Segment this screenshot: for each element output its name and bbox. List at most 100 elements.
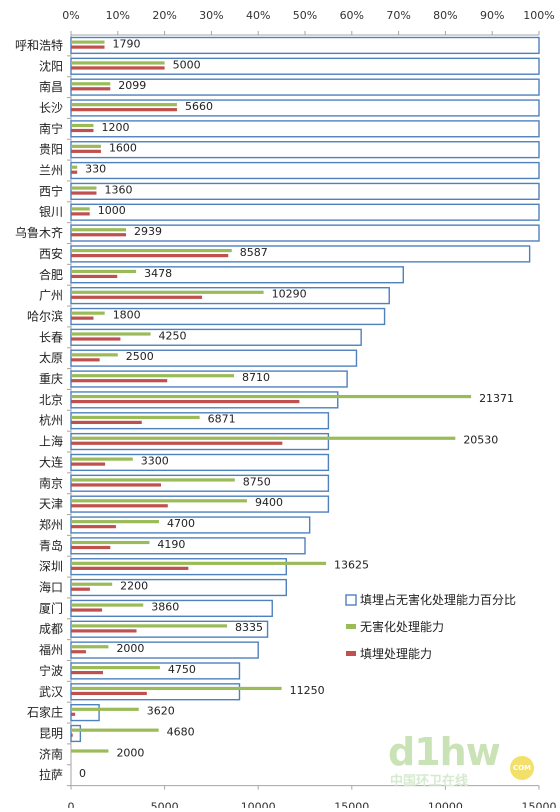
data-label: 2000: [116, 642, 144, 655]
capacity-bar: [71, 394, 472, 399]
data-label: 20530: [463, 434, 498, 447]
percentage-bar: [70, 182, 540, 200]
top-axis-tick-label: 10%: [106, 9, 130, 22]
data-label: 4250: [159, 329, 187, 342]
category-label: 青岛: [39, 538, 63, 553]
data-label: 1790: [113, 37, 141, 50]
capacity-bar: [71, 436, 456, 440]
data-label: 2200: [120, 580, 148, 593]
data-label: 3620: [147, 705, 175, 718]
landfill-bar: [71, 483, 162, 487]
capacity-bar: [71, 645, 109, 649]
legend-label: 填埋占无害化处理能力百分比: [360, 592, 516, 607]
landfill-bar: [71, 316, 94, 320]
bottom-axis-tick-label: 15000: [522, 801, 557, 808]
bottom-axis-tick-label: 15000: [334, 801, 369, 808]
category-label: 大连: [39, 454, 63, 469]
bottom-axis-tick-label: 10000: [241, 801, 276, 808]
category-label: 兰州: [39, 164, 63, 178]
landfill-bar: [71, 420, 142, 424]
data-label: 4700: [167, 517, 195, 530]
percentage-bar: [70, 349, 358, 367]
landfill-bar: [71, 608, 103, 612]
landfill-bar: [71, 629, 137, 633]
capacity-bar: [71, 707, 139, 711]
category-label: 呼和浩特: [15, 37, 63, 52]
capacity-bar: [71, 103, 177, 107]
category-label: 石家庄: [27, 705, 63, 720]
category-label: 厦门: [39, 600, 63, 615]
data-label: 1200: [101, 121, 129, 134]
data-label: 6871: [208, 413, 236, 426]
data-label: 4680: [167, 725, 195, 738]
landfill-bar: [71, 337, 121, 341]
watermark-com-badge: COM: [510, 756, 534, 780]
category-label: 银川: [39, 205, 63, 219]
category-label: 济南: [39, 746, 63, 761]
landfill-bar: [71, 441, 283, 445]
category-label: 海口: [39, 580, 63, 595]
landfill-bar: [71, 149, 101, 153]
top-axis-tick-label: 20%: [152, 9, 176, 22]
data-label: 8587: [240, 246, 268, 259]
percentage-bar: [70, 578, 287, 597]
percentage-bar: [70, 432, 330, 451]
data-label: 8710: [242, 371, 270, 384]
percentage-bar: [70, 161, 540, 180]
data-label: 1800: [113, 308, 141, 321]
top-axis-tick-label: 100%: [523, 9, 554, 22]
category-label: 北京: [39, 393, 63, 407]
watermark-subtitle: 中国环卫在线: [390, 774, 469, 789]
category-label: 哈尔滨: [27, 308, 63, 323]
percentage-bar: [70, 141, 540, 159]
data-label: 10290: [272, 288, 307, 301]
landfill-bar: [71, 128, 94, 133]
legend-swatch-landfill: [346, 651, 356, 656]
landfill-bar: [71, 191, 97, 195]
percentage-bar: [70, 307, 386, 326]
category-label: 宁波: [39, 663, 63, 678]
percentage-bar: [70, 537, 306, 555]
landfill-bar: [71, 45, 105, 49]
category-label: 重庆: [39, 372, 63, 386]
data-label: 8335: [235, 621, 263, 634]
landfill-bar: [71, 671, 104, 675]
data-label: 3860: [151, 600, 179, 613]
capacity-bar: [71, 415, 200, 419]
percentage-bar: [70, 36, 540, 55]
top-axis-tick-label: 50%: [293, 9, 317, 22]
percentage-bar: [70, 558, 287, 576]
percentage-bar: [70, 328, 362, 346]
category-label: 西安: [39, 246, 63, 261]
data-label: 3478: [144, 267, 172, 280]
data-label: 2500: [126, 350, 154, 363]
percentage-bar: [70, 78, 540, 96]
capacity-bar: [71, 40, 105, 44]
percentage-bar: [70, 224, 540, 242]
category-label: 天津: [39, 497, 63, 511]
percentage-bar: [70, 662, 241, 680]
capacity-bar: [71, 728, 159, 732]
legend-swatch-capacity: [346, 624, 356, 629]
percentage-bar: [70, 120, 540, 138]
data-label: 3300: [141, 454, 169, 467]
landfill-bar: [71, 108, 177, 112]
data-label: 5000: [173, 58, 201, 71]
capacity-bar: [71, 186, 97, 190]
data-label: 2099: [118, 79, 146, 92]
landfill-bar: [71, 504, 168, 508]
landfill-bar: [71, 358, 100, 362]
bottom-axis-tick-label: 10000: [428, 801, 463, 808]
capacity-bar: [71, 290, 264, 294]
category-label: 沈阳: [39, 58, 63, 73]
landfill-bar: [71, 545, 111, 550]
category-label: 长沙: [39, 101, 63, 115]
legend-label: 无害化处理能力: [360, 619, 444, 634]
category-label: 贵阳: [39, 143, 63, 157]
capacity-bar: [71, 478, 235, 482]
category-label: 南宁: [39, 121, 63, 136]
category-label: 拉萨: [39, 767, 63, 782]
data-label: 11250: [290, 684, 325, 697]
